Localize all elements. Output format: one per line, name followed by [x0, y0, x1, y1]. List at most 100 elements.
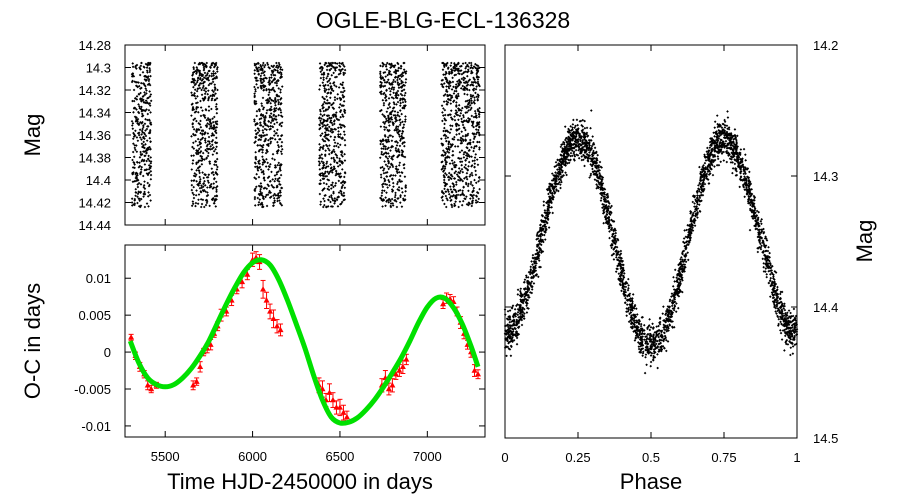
lightcurve-point [204, 203, 208, 207]
lightcurve-point [464, 167, 468, 170]
lightcurve-point [459, 142, 463, 145]
lightcurve-point [280, 68, 284, 72]
lightcurve-point [136, 192, 140, 196]
lightcurve-point [333, 122, 336, 126]
lightcurve-point [330, 195, 333, 199]
lightcurve-point [143, 132, 147, 136]
lightcurve-point [394, 72, 398, 75]
phased-point [517, 326, 520, 330]
lightcurve-point [207, 97, 210, 101]
lightcurve-point [403, 194, 407, 198]
lightcurve-point [398, 82, 401, 86]
lightcurve-point [210, 72, 214, 75]
lightcurve-point [468, 103, 472, 107]
lightcurve-point [475, 122, 479, 126]
lightcurve-point [211, 78, 215, 81]
lightcurve-point [146, 146, 149, 150]
lightcurve-point [453, 188, 457, 192]
lightcurve-point [379, 139, 382, 143]
lightcurve-point [333, 197, 337, 200]
lightcurve-point [145, 172, 149, 175]
lightcurve-point [273, 99, 277, 103]
lightcurve-point [265, 157, 268, 161]
lightcurve-point [331, 150, 334, 153]
lightcurve-point [404, 91, 407, 95]
oc-point [148, 385, 155, 392]
lightcurve-point [333, 141, 337, 145]
phased-point [537, 257, 540, 260]
phased-point [593, 178, 597, 181]
lightcurve-point [465, 175, 468, 179]
phased-point [560, 162, 563, 166]
lightcurve-point [205, 61, 209, 65]
lightcurve-point [343, 138, 347, 142]
lightcurve-point [338, 163, 342, 167]
lightcurve-point [404, 70, 408, 73]
lightcurve-point [254, 102, 258, 105]
lightcurve-point [257, 200, 261, 204]
lightcurve-point [199, 145, 203, 149]
lightcurve-point [403, 98, 407, 102]
lightcurve-point [190, 183, 194, 187]
phased-point [784, 312, 787, 315]
lightcurve-point [386, 152, 390, 155]
lightcurve-point [259, 138, 263, 142]
lightcurve-point [276, 66, 280, 70]
lightcurve-point [258, 198, 262, 201]
lightcurve-point [265, 187, 269, 191]
lightcurve-point [446, 136, 450, 139]
lightcurve-point [398, 161, 402, 165]
lightcurve-point [441, 111, 444, 114]
lightcurve-point [206, 77, 210, 80]
lightcurve-point [263, 179, 266, 182]
lightcurve-point [133, 146, 137, 150]
lightcurve-point [262, 159, 266, 162]
lightcurve-point [450, 88, 454, 91]
lightcurve-point [197, 184, 200, 187]
lightcurve-point [322, 144, 325, 148]
lightcurve-point [393, 199, 396, 202]
lightcurve-point [149, 140, 152, 143]
lightcurve-point [268, 196, 272, 199]
phased-point [621, 269, 625, 273]
lightcurve-point [325, 128, 329, 131]
lightcurve-point [208, 74, 211, 78]
phased-point [516, 320, 519, 323]
lightcurve-point [379, 125, 383, 128]
lightcurve-point [397, 147, 400, 151]
lightcurve-point [141, 136, 145, 140]
lightcurve-point [387, 117, 390, 120]
lightcurve-point [200, 88, 203, 92]
lightcurve-point [325, 77, 328, 80]
lightcurve-point [443, 117, 446, 120]
lightcurve-point [327, 152, 331, 156]
lightcurve-point [454, 196, 457, 200]
lightcurve-point [449, 142, 453, 146]
phased-point [774, 306, 778, 310]
lightcurve-point [386, 107, 390, 110]
lightcurve-point [442, 175, 446, 179]
lightcurve-point [317, 163, 321, 167]
lightcurve-point [204, 148, 207, 152]
phased-point [720, 126, 724, 129]
lightcurve-point [272, 113, 276, 117]
lightcurve-point [318, 88, 321, 91]
phased-point [779, 320, 782, 324]
lightcurve-point [402, 155, 405, 158]
lightcurve-point [471, 94, 475, 97]
lightcurve-point [214, 171, 218, 175]
phased-point [573, 131, 577, 134]
lightcurve-point [465, 106, 469, 110]
lightcurve-point [196, 76, 200, 79]
lightcurve-point [470, 69, 473, 73]
lightcurve-point [443, 150, 446, 154]
lightcurve-point [271, 125, 274, 128]
lightcurve-point [465, 171, 469, 175]
lightcurve-point [201, 77, 205, 81]
phased-point [791, 352, 795, 355]
lightcurve-point [133, 179, 136, 183]
lightcurve-point [259, 84, 263, 88]
phased-point [769, 276, 773, 280]
phased-point [572, 150, 576, 154]
lightcurve-point [389, 112, 393, 116]
